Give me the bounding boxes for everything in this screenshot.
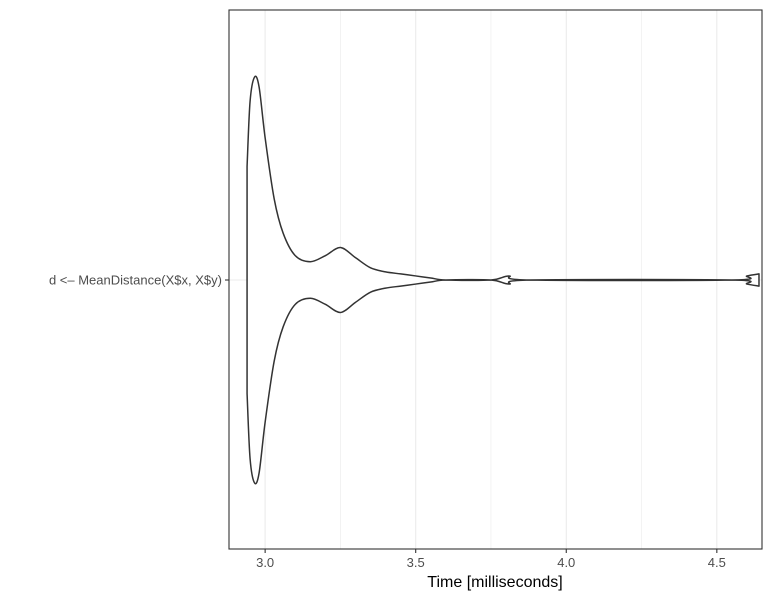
x-tick-label: 4.5 bbox=[708, 555, 726, 570]
x-tick-label: 3.0 bbox=[256, 555, 274, 570]
y-axis: d <– MeanDistance(X$x, X$y) bbox=[49, 273, 229, 288]
x-tick-label: 4.0 bbox=[557, 555, 575, 570]
x-axis-title: Time [milliseconds] bbox=[427, 574, 562, 591]
x-axis: 3.0 3.5 4.0 4.5 bbox=[256, 549, 726, 570]
x-tick-label: 3.5 bbox=[407, 555, 425, 570]
y-category-label: d <– MeanDistance(X$x, X$y) bbox=[49, 273, 222, 288]
violin-shape bbox=[246, 75, 760, 485]
violin-layer bbox=[246, 75, 760, 485]
